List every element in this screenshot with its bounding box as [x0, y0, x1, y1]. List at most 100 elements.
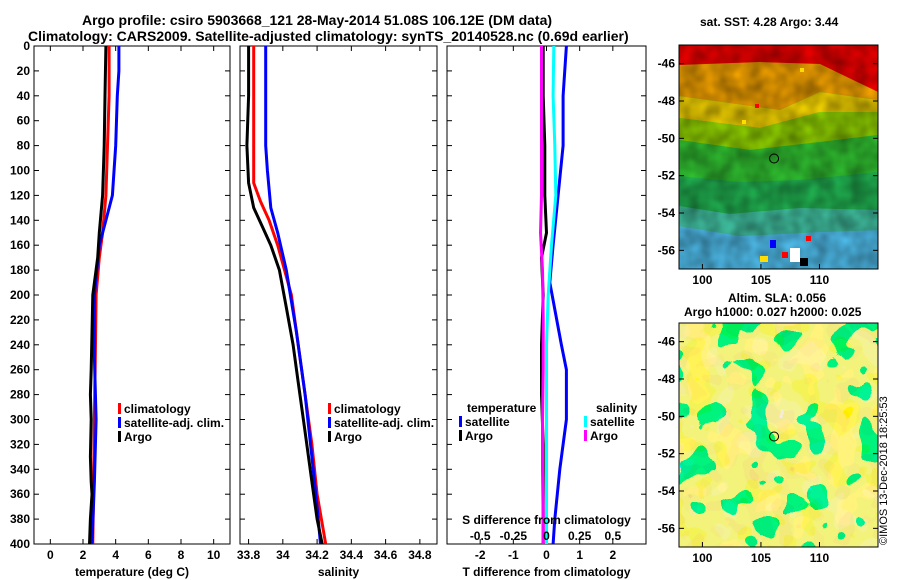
salinity-xtick-label: 33.8 — [237, 548, 261, 562]
depth-tick-label: 60 — [17, 114, 31, 128]
title-line-1: Argo profile: csiro 5903668_121 28-May-2… — [82, 12, 553, 28]
temperature-xtick-label: 8 — [178, 548, 185, 562]
sla-map-ytick-label: -50 — [658, 409, 676, 423]
sla-map-xtick-label: 110 — [810, 551, 830, 565]
depth-tick-label: 100 — [10, 164, 30, 178]
sla-map-xtick-label: 105 — [751, 551, 771, 565]
temperature-legend-label: climatology — [124, 402, 191, 416]
temperature-xlabel: temperature (deg C) — [75, 565, 189, 579]
depth-tick-label: 360 — [10, 487, 30, 501]
depth-tick-label: 280 — [10, 388, 30, 402]
depth-tick-label: 260 — [10, 363, 30, 377]
difference-xtick-label: -2 — [475, 548, 486, 562]
salinity-legend-label: climatology — [334, 402, 401, 416]
diff-legend-sal-label: Argo — [590, 429, 618, 443]
temperature-line-satellite-adj-clim- — [90, 46, 121, 544]
sla-map-ytick-label: -46 — [658, 335, 676, 349]
salinity-legend-swatch — [328, 403, 331, 414]
temperature-legend-label: satellite-adj. clim. — [124, 416, 224, 430]
difference-xtick-label: 2 — [609, 548, 616, 562]
sst-map-ytick-label: -50 — [658, 131, 676, 145]
depth-tick-label: 180 — [10, 263, 30, 277]
salinity-legend-swatch — [328, 417, 331, 428]
diff-legend-temp-swatch — [459, 416, 462, 427]
temperature-xtick-label: 0 — [47, 548, 54, 562]
difference-xtick-label: 0 — [543, 548, 550, 562]
temperature-legend-label: Argo — [124, 430, 152, 444]
sla-map-frame — [678, 322, 879, 548]
salinity-xtick-label: 34.4 — [340, 548, 364, 562]
depth-tick-label: 380 — [10, 512, 30, 526]
sla-map-ytick-label: -52 — [658, 447, 676, 461]
temperature-frame — [33, 45, 231, 545]
depth-tick-label: 140 — [10, 213, 30, 227]
temperature-xtick-label: 4 — [112, 548, 119, 562]
salinity-legend-label: satellite-adj. clim. — [334, 416, 434, 430]
diff-top-xtick-label: -0.25 — [500, 529, 528, 543]
diff-top-xlabel: S difference from climatology — [462, 513, 631, 527]
sst-map-xtick-label: 105 — [751, 273, 771, 287]
temperature-xtick-label: 6 — [145, 548, 152, 562]
sst-map-ytick-label: -52 — [658, 169, 676, 183]
sst-map-title: sat. SST: 4.28 Argo: 3.44 — [700, 15, 839, 29]
temperature-series-group — [88, 46, 121, 544]
diff-legend-sal-swatch — [584, 416, 587, 427]
depth-tick-label: 220 — [10, 313, 30, 327]
sst-map-ytick-label: -56 — [658, 243, 676, 257]
sst-map-xtick-label: 110 — [810, 273, 830, 287]
temperature-xtick-label: 2 — [80, 548, 87, 562]
difference-xlabel: T difference from climatology — [462, 565, 630, 579]
depth-tick-label: 20 — [17, 64, 31, 78]
salinity-xlabel: salinity — [318, 565, 360, 579]
diff-legend-temp-swatch — [459, 430, 462, 441]
depth-tick-label: 80 — [17, 139, 31, 153]
salinity-xtick-label: 34.8 — [408, 548, 432, 562]
difference-xtick-label: 1 — [576, 548, 583, 562]
diff-top-xtick-label: -0.5 — [470, 529, 491, 543]
depth-tick-label: 320 — [10, 437, 30, 451]
sst-map-argo-marker — [769, 153, 780, 164]
depth-tick-label: 340 — [10, 462, 30, 476]
temperature-legend-swatch — [118, 431, 121, 442]
depth-tick-label: 120 — [10, 188, 30, 202]
difference-xtick-label: -1 — [508, 548, 519, 562]
diff-legend-temp-label: Argo — [465, 429, 493, 443]
difference-series-group — [539, 46, 568, 544]
sla-map-title-2: Argo h1000: 0.027 h2000: 0.025 — [684, 305, 862, 319]
diff-legend-sal-swatch — [584, 430, 587, 441]
sst-map-ytick-label: -48 — [658, 94, 676, 108]
salinity-line-argo — [245, 46, 324, 544]
temperature-legend-swatch — [118, 403, 121, 414]
salinity-xtick-label: 34.2 — [305, 548, 329, 562]
temperature-xtick-label: 10 — [207, 548, 221, 562]
difference-line-salinity-argo — [539, 46, 545, 544]
title-line-2: Climatology: CARS2009. Satellite-adjuste… — [28, 28, 629, 44]
depth-tick-label: 160 — [10, 238, 30, 252]
temperature-legend-swatch — [118, 417, 121, 428]
sla-map-ytick-label: -54 — [658, 484, 676, 498]
sla-map-ytick-label: -48 — [658, 372, 676, 386]
sst-map-xtick-label: 100 — [692, 273, 712, 287]
depth-tick-label: 400 — [10, 537, 30, 551]
sst-map-frame — [678, 44, 879, 270]
salinity-frame — [239, 45, 438, 545]
sla-map-xtick-label: 100 — [692, 551, 712, 565]
sst-map-ytick-label: -46 — [658, 57, 676, 71]
diff-legend-temperature-title: temperature — [467, 401, 537, 415]
difference-line-temperature-satellite — [548, 46, 568, 544]
salinity-series-group — [245, 46, 328, 544]
salinity-legend-swatch — [328, 431, 331, 442]
diff-top-xtick-label: 0.5 — [604, 529, 621, 543]
depth-tick-label: 40 — [17, 89, 31, 103]
diff-top-xtick-label: 0 — [543, 529, 550, 543]
sla-map-title-1: Altim. SLA: 0.056 — [728, 291, 827, 305]
sla-map-ytick-label: -56 — [658, 521, 676, 535]
salinity-line-satellite-adj-clim- — [264, 46, 322, 544]
diff-legend-salinity-title: salinity — [596, 401, 638, 415]
salinity-xtick-label: 34.6 — [374, 548, 398, 562]
salinity-legend-label: Argo — [334, 430, 362, 444]
temperature-line-argo — [88, 46, 108, 544]
sla-map-argo-marker — [769, 431, 780, 442]
difference-line-salinity-satellite — [545, 46, 558, 544]
